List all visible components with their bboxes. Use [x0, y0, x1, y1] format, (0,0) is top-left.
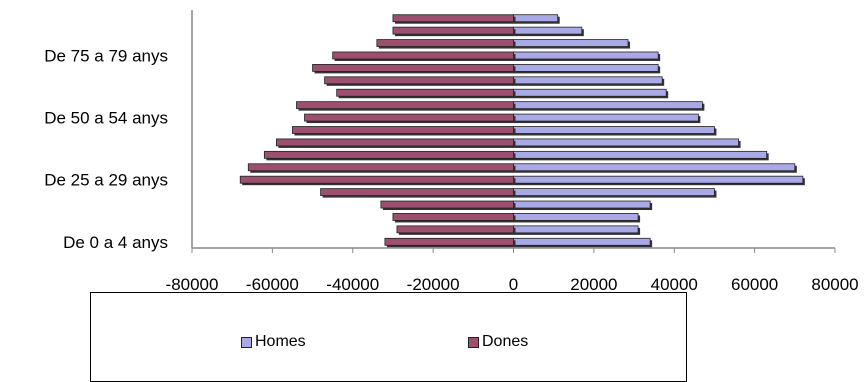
bar-dones-10 [304, 113, 514, 122]
x-tick-label-6: 40000 [651, 275, 698, 290]
x-tick-label-7: 60000 [731, 275, 778, 290]
bar-dones-14 [312, 63, 514, 72]
bar-dones-2 [392, 213, 514, 221]
bar-homes-3 [513, 200, 651, 209]
legend-item-dones: Dones [468, 333, 528, 351]
bar-homes-4 [513, 188, 715, 197]
bar-dones-16 [376, 39, 514, 47]
bar-homes-13 [513, 76, 663, 85]
bar-dones-18 [392, 14, 514, 23]
bar-homes-7 [513, 150, 768, 159]
bar-dones-8 [275, 138, 514, 147]
bar-homes-14 [513, 63, 659, 72]
bar-homes-2 [513, 213, 639, 221]
bar-homes-9 [513, 126, 715, 134]
legend-label-homes: Homes [255, 333, 306, 350]
bars [239, 14, 805, 248]
category-label-15: De 75 a 79 anys [44, 46, 168, 65]
bar-dones-6 [247, 163, 514, 172]
x-tick-label-4: 0 [509, 275, 518, 290]
legend: Homes Dones [90, 292, 687, 382]
x-tick-label-0: -80000 [166, 275, 219, 290]
x-tick-label-8: 80000 [811, 275, 858, 290]
population-pyramid-chart: De 0 a 4 anys De 25 a 29 anys De 50 a 54 a… [44, 10, 859, 290]
category-label-0: De 0 a 4 anys [63, 233, 168, 252]
x-tick-label-3: -20000 [407, 275, 460, 290]
bar-homes-15 [513, 51, 659, 60]
x-tick-label-1: -60000 [246, 275, 299, 290]
x-tick-label-5: 20000 [570, 275, 617, 290]
bar-homes-11 [513, 101, 703, 110]
category-label-5: De 25 a 29 anys [44, 171, 168, 190]
x-tick-label-2: -40000 [326, 275, 379, 290]
bar-dones-9 [292, 126, 514, 134]
bar-homes-8 [513, 138, 739, 147]
bar-homes-16 [513, 39, 629, 47]
bar-dones-1 [396, 225, 514, 234]
bar-homes-10 [513, 113, 699, 122]
legend-swatch-dones [468, 336, 479, 348]
bar-dones-7 [263, 150, 514, 159]
legend-label-dones: Dones [482, 333, 529, 350]
bar-dones-4 [320, 188, 514, 197]
bar-dones-5 [239, 175, 514, 184]
bar-homes-6 [513, 163, 796, 172]
category-labels: De 0 a 4 anys De 25 a 29 anys De 50 a 54 a… [44, 46, 168, 251]
bar-dones-12 [336, 88, 514, 97]
bar-dones-0 [384, 237, 514, 246]
category-label-10: De 50 a 54 anys [44, 109, 168, 128]
bar-dones-13 [324, 76, 514, 85]
bar-dones-15 [332, 51, 514, 60]
x-axis-ticks: -80000 -60000 -40000 -20000 0 20000 40000 60000… [166, 248, 859, 290]
bar-homes-1 [513, 225, 639, 234]
bar-dones-11 [296, 101, 514, 110]
bar-homes-18 [513, 14, 559, 23]
bar-homes-0 [513, 237, 651, 246]
bar-homes-17 [513, 26, 583, 35]
bar-homes-12 [513, 88, 667, 97]
legend-item-homes: Homes [241, 333, 306, 351]
legend-swatch-homes [241, 336, 252, 348]
bar-homes-5 [513, 175, 804, 184]
bar-dones-17 [392, 26, 514, 35]
bar-dones-3 [380, 200, 514, 209]
